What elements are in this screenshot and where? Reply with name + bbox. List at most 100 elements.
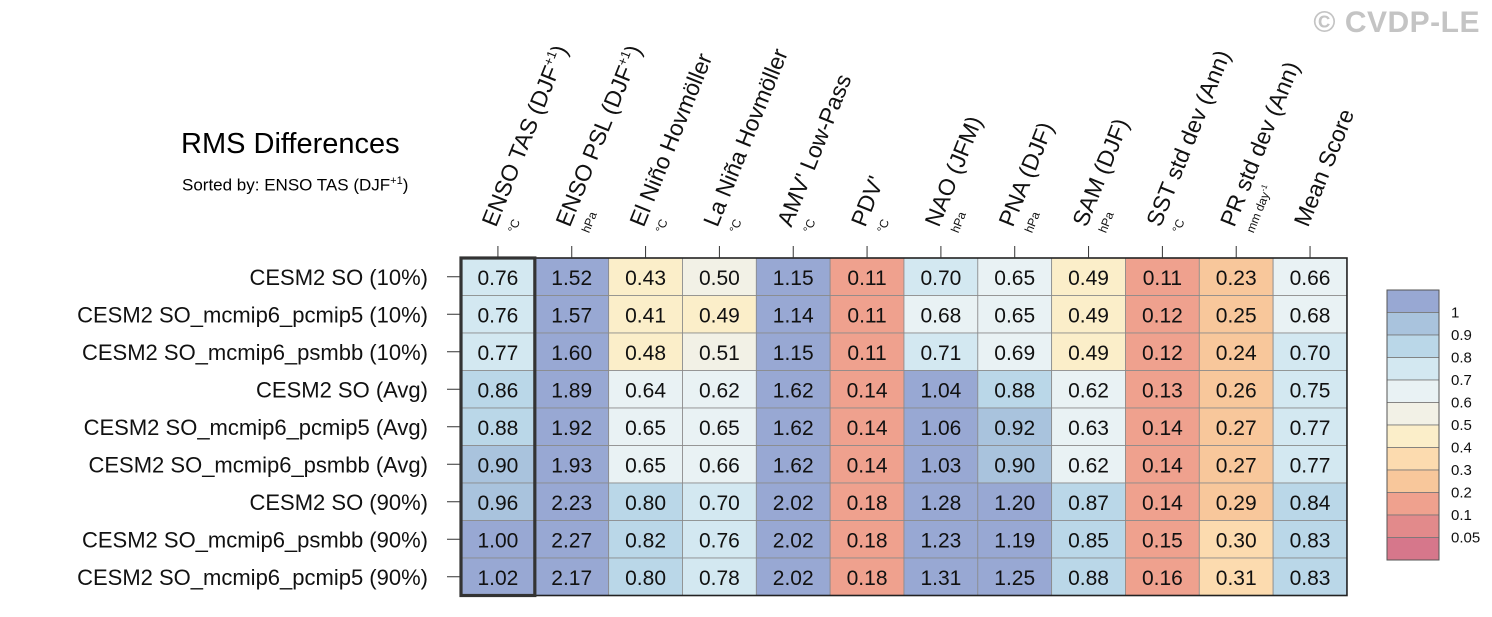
column-unit-text: °C bbox=[505, 217, 523, 235]
heatmap-cell bbox=[1198, 257, 1274, 296]
heatmap-cell bbox=[608, 520, 683, 559]
cell-value: 0.62 bbox=[699, 379, 740, 402]
heatmap-cell bbox=[460, 332, 536, 371]
heatmap-cell bbox=[1051, 257, 1126, 296]
row-label: CESM2 SO (90%) bbox=[250, 490, 429, 515]
colorbar-border bbox=[1386, 289, 1440, 561]
column-unit: °C bbox=[1169, 217, 1187, 235]
watermark: © CVDP-LE bbox=[1313, 6, 1480, 39]
column-label-sup: +1 bbox=[614, 48, 633, 67]
heatmap-cell bbox=[903, 257, 979, 296]
heatmap-cell bbox=[1272, 257, 1348, 296]
cell-value: 0.14 bbox=[1142, 492, 1183, 515]
cell-value: 0.65 bbox=[625, 454, 666, 477]
heatmap-cell bbox=[977, 257, 1053, 296]
heatmap-cell bbox=[1198, 520, 1274, 559]
cell-value: 0.24 bbox=[1216, 342, 1257, 365]
cell-value: 0.12 bbox=[1142, 342, 1183, 365]
colorbar-label: 0.2 bbox=[1451, 485, 1472, 502]
cell-value: 0.51 bbox=[699, 342, 740, 365]
cell-value: 1.52 bbox=[551, 267, 592, 290]
cell-value: 0.82 bbox=[625, 529, 666, 552]
colorbar-segment bbox=[1386, 312, 1440, 336]
chart-subtitle: Sorted by: ENSO TAS (DJF+1) bbox=[182, 175, 408, 196]
column-label: NAO (JFM) bbox=[919, 112, 987, 230]
heatmap-cell bbox=[755, 445, 831, 484]
cell-value: 1.62 bbox=[773, 417, 814, 440]
colorbar-label: 0.7 bbox=[1451, 372, 1472, 389]
cell-value: 0.71 bbox=[920, 342, 961, 365]
heatmap-cell bbox=[1198, 332, 1274, 371]
heatmap-cell bbox=[1198, 445, 1274, 484]
cell-value: 0.23 bbox=[1216, 267, 1257, 290]
row-label: CESM2 SO_mcmip6_pcmip5 (Avg) bbox=[84, 415, 428, 440]
subtitle-sup: +1 bbox=[390, 175, 403, 187]
heatmap-cell bbox=[829, 407, 905, 446]
cell-value: 0.26 bbox=[1216, 379, 1257, 402]
column-unit-text: °C bbox=[726, 217, 744, 235]
column-label-text: AMV' Low-Pass bbox=[772, 70, 857, 230]
cell-value: 0.90 bbox=[477, 454, 518, 477]
cell-value: 0.11 bbox=[847, 304, 886, 327]
cell-value: 0.96 bbox=[477, 492, 518, 515]
column-unit: °C bbox=[653, 217, 671, 235]
row-label: CESM2 SO (Avg) bbox=[256, 377, 428, 402]
cell-value: 0.27 bbox=[1216, 417, 1257, 440]
cell-value: 0.84 bbox=[1290, 492, 1331, 515]
heatmap-cell bbox=[1125, 407, 1200, 446]
column-unit-text: °C bbox=[874, 217, 892, 235]
cell-value: 0.78 bbox=[699, 567, 740, 590]
column-unit: °C bbox=[726, 217, 744, 235]
column-label-text: Mean Score bbox=[1289, 105, 1360, 230]
heatmap-cell bbox=[1198, 295, 1274, 334]
heatmap-cell bbox=[682, 295, 757, 334]
cell-value: 0.27 bbox=[1216, 454, 1257, 477]
cell-value: 1.62 bbox=[773, 379, 814, 402]
heatmap-cell bbox=[977, 332, 1053, 371]
heatmap-cell bbox=[903, 445, 979, 484]
cell-value: 1.15 bbox=[773, 342, 814, 365]
cell-value: 2.27 bbox=[551, 529, 592, 552]
column-label-text: ENSO PSL (DJF bbox=[550, 62, 638, 230]
heatmap-cell bbox=[903, 520, 979, 559]
cell-value: 0.14 bbox=[847, 454, 888, 477]
cell-value: 0.49 bbox=[1068, 342, 1109, 365]
heatmap-cell bbox=[608, 407, 683, 446]
cell-value: 0.62 bbox=[1068, 454, 1109, 477]
cell-value: 0.66 bbox=[1290, 267, 1331, 290]
column-label-text: El Niño Hovmöller bbox=[624, 49, 717, 230]
cell-value: 0.49 bbox=[1068, 304, 1109, 327]
colorbar-label: 0.3 bbox=[1451, 462, 1472, 479]
cell-value: 0.76 bbox=[477, 267, 518, 290]
cell-value: 1.20 bbox=[994, 492, 1035, 515]
heatmap-cell bbox=[977, 557, 1053, 596]
subtitle-text: Sorted by: ENSO TAS (DJF bbox=[182, 175, 391, 195]
cell-value: 0.80 bbox=[625, 492, 666, 515]
column-unit: hPa bbox=[1022, 209, 1043, 234]
cell-value: 1.14 bbox=[773, 304, 814, 327]
heatmap-cell bbox=[460, 407, 536, 446]
cell-value: 0.25 bbox=[1216, 304, 1257, 327]
column-unit-text: °C bbox=[653, 217, 671, 235]
colorbar-label: 0.05 bbox=[1451, 530, 1480, 547]
heatmap-cell bbox=[1125, 257, 1200, 296]
heatmap-cell bbox=[608, 482, 683, 521]
cell-value: 0.88 bbox=[994, 379, 1035, 402]
heatmap-cell bbox=[1125, 295, 1200, 334]
heatmap-cell bbox=[1125, 557, 1200, 596]
heatmap-cell bbox=[608, 332, 683, 371]
row-label: CESM2 SO_mcmip6_psmbb (90%) bbox=[82, 527, 428, 552]
heatmap-cell bbox=[1051, 445, 1126, 484]
cell-value: 2.02 bbox=[773, 529, 814, 552]
cell-value: 0.77 bbox=[1290, 417, 1331, 440]
heatmap-cell bbox=[829, 445, 905, 484]
column-label-text: NAO (JFM) bbox=[919, 112, 987, 230]
row-label: CESM2 SO (10%) bbox=[250, 265, 429, 290]
cell-value: 1.93 bbox=[551, 454, 592, 477]
cell-value: 0.80 bbox=[625, 567, 666, 590]
cell-value: 0.69 bbox=[994, 342, 1035, 365]
cell-value: 0.70 bbox=[920, 267, 961, 290]
cell-value: 0.66 bbox=[699, 454, 740, 477]
heatmap-cell bbox=[755, 407, 831, 446]
colorbar-label: 1 bbox=[1451, 305, 1459, 322]
